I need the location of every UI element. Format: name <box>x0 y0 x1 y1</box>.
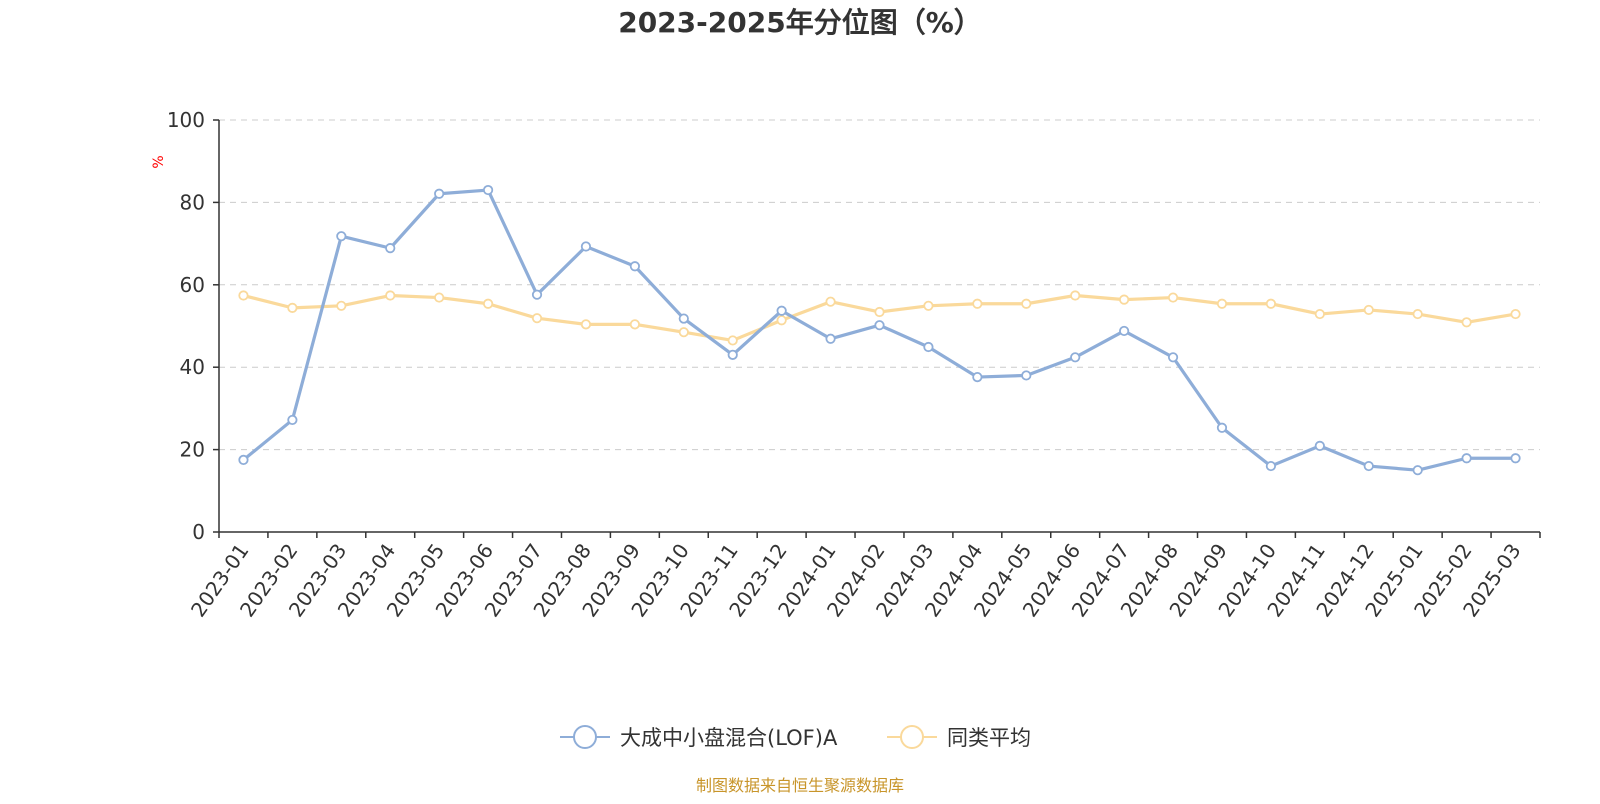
data-point-s1-2025-01 <box>1412 465 1423 476</box>
data-point-s1-2023-06 <box>482 184 494 196</box>
data-point-s1-2024-09 <box>1216 422 1228 433</box>
data-point-s2-2024-04 <box>972 298 983 309</box>
data-point-s1-2025-03 <box>1510 453 1521 464</box>
data-point-s2-2024-05 <box>1021 298 1032 309</box>
data-point-s1-2023-03 <box>336 231 347 242</box>
data-point-s2-2024-10 <box>1265 298 1277 309</box>
data-point-s2-2024-02 <box>874 306 885 318</box>
data-point-s1-2023-01 <box>238 454 249 465</box>
chart-title: 2023-2025年分位图（%） <box>618 6 982 39</box>
legend-label-2: 同类平均 <box>947 726 1031 750</box>
data-point-s1-2024-11 <box>1314 440 1325 451</box>
data-point-s2-2025-03 <box>1510 308 1521 320</box>
data-point-s1-2023-10 <box>678 313 689 324</box>
data-point-s1-2023-04 <box>385 243 396 254</box>
data-point-s1-2023-09 <box>629 261 640 272</box>
data-point-s1-2024-06 <box>1070 352 1081 363</box>
data-point-s2-2024-11 <box>1314 308 1325 320</box>
legend-swatch-marker-2 <box>900 725 924 749</box>
y-tick-label: 100 <box>167 108 205 132</box>
y-axis-unit: % <box>151 155 167 168</box>
data-source-note: 制图数据来自恒生聚源数据库 <box>696 776 904 795</box>
data-point-s2-2023-04 <box>385 290 396 301</box>
grid-layer <box>219 119 1540 451</box>
data-point-s1-2024-01 <box>825 333 836 344</box>
data-point-s1-2023-11 <box>727 349 738 360</box>
data-point-s2-2024-12 <box>1363 304 1374 316</box>
y-tick-label: 60 <box>180 273 205 297</box>
data-point-s1-2024-10 <box>1265 460 1277 472</box>
data-point-s1-2024-12 <box>1363 460 1374 472</box>
data-point-s1-2023-12 <box>776 305 787 316</box>
series-layer <box>238 184 1521 476</box>
data-point-s2-2023-01 <box>238 290 249 301</box>
y-tick-label: 80 <box>180 190 205 214</box>
data-point-s2-2024-01 <box>825 296 836 307</box>
data-point-s1-2024-02 <box>874 320 885 331</box>
data-point-s1-2024-08 <box>1167 352 1179 363</box>
data-point-s2-2023-09 <box>629 319 640 330</box>
data-point-s2-2023-11 <box>727 335 738 346</box>
data-point-s1-2024-03 <box>923 341 934 353</box>
data-point-s1-2023-07 <box>531 289 543 300</box>
y-tick-label: 20 <box>180 438 205 462</box>
legend[interactable]: 大成中小盘混合(LOF)A 同类平均 <box>560 725 1031 750</box>
data-point-s2-2024-09 <box>1216 298 1228 309</box>
data-point-s1-2025-02 <box>1461 453 1472 464</box>
data-point-s2-2025-01 <box>1412 308 1423 320</box>
data-point-s2-2023-05 <box>434 292 445 303</box>
data-point-s2-2024-08 <box>1167 292 1179 303</box>
data-point-s1-2023-02 <box>287 414 298 426</box>
legend-label-1: 大成中小盘混合(LOF)A <box>620 726 838 750</box>
data-point-s2-2025-02 <box>1461 317 1472 328</box>
legend-swatch-marker-1 <box>573 725 597 749</box>
data-point-s2-2023-07 <box>531 313 543 324</box>
data-point-s2-2023-10 <box>678 327 689 338</box>
y-tick-label: 0 <box>192 520 205 544</box>
data-point-s1-2023-08 <box>580 241 592 252</box>
data-point-s2-2023-06 <box>482 298 494 309</box>
data-point-s2-2024-06 <box>1070 290 1081 301</box>
data-point-s1-2024-05 <box>1021 370 1032 381</box>
data-point-s2-2024-07 <box>1119 294 1130 305</box>
axis-layer: 0204060801002023-012023-022023-032023-04… <box>167 108 1541 621</box>
data-point-s2-2023-12 <box>776 315 787 326</box>
series-line-2 <box>241 293 1518 343</box>
y-tick-label: 40 <box>180 355 205 379</box>
data-point-s2-2024-03 <box>923 300 934 311</box>
data-point-s1-2023-05 <box>434 188 445 199</box>
data-point-s2-2023-02 <box>287 302 298 313</box>
data-point-s2-2023-08 <box>580 319 592 330</box>
data-point-s1-2024-07 <box>1119 325 1130 337</box>
data-point-s1-2024-04 <box>972 371 983 383</box>
data-point-s2-2023-03 <box>336 300 347 311</box>
